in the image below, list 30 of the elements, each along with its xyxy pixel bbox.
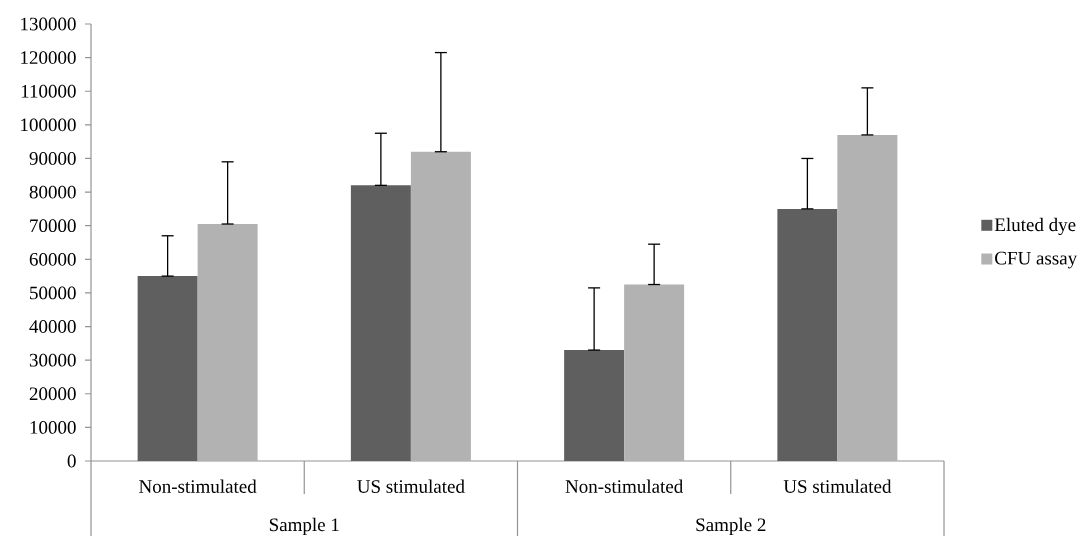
y-tick-label: 110000 (21, 84, 76, 98)
y-tick-label: 90000 (29, 152, 76, 165)
y-tick-label: 70000 (30, 219, 76, 233)
bar (777, 208, 838, 461)
bar (350, 185, 411, 461)
y-tick-label: 100000 (21, 118, 76, 132)
y-tick-label: 20000 (29, 387, 76, 401)
x-tick-label: US stimulated (783, 479, 892, 493)
y-tick-label: 130000 (21, 17, 76, 31)
bar (624, 284, 685, 461)
bar (410, 151, 471, 461)
bar (837, 134, 898, 461)
x-tick-label: Non-stimulated (565, 479, 684, 493)
y-tick-label: 0 (67, 454, 76, 468)
y-tick-label: 40000 (29, 320, 76, 333)
bar (137, 276, 198, 461)
text: Sample 1 (269, 517, 339, 536)
y-tick-label: 120000 (21, 51, 76, 65)
bar (197, 224, 258, 461)
text: Sample 2 (696, 517, 766, 536)
legend-label: CFU assay (995, 251, 1078, 269)
legend-label: Eluted dye (994, 217, 1076, 236)
y-tick-label: 60000 (29, 252, 76, 266)
x-tick-label: Non-stimulated (139, 479, 257, 493)
y-tick-label: 30000 (29, 353, 76, 367)
x-tick-label: US stimulated (357, 479, 465, 493)
y-tick-label: 50000 (30, 286, 76, 300)
y-tick-label: 80000 (29, 185, 76, 199)
y-tick-label: 10000 (30, 420, 76, 434)
bar (564, 350, 625, 461)
